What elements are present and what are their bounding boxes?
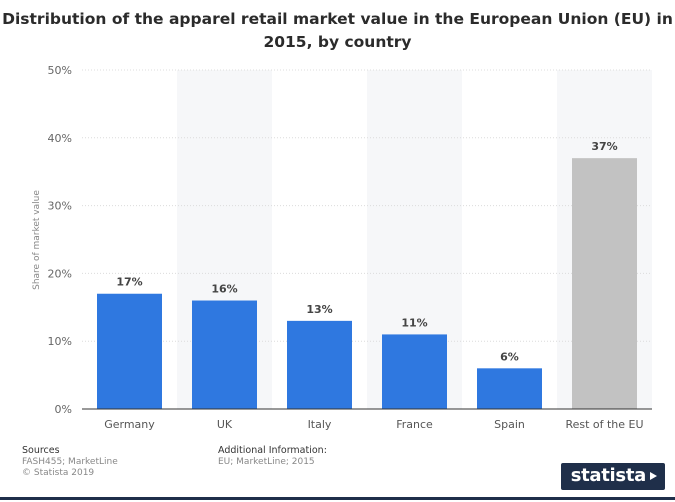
bottom-rule <box>0 497 675 500</box>
data-label: 11% <box>401 316 427 329</box>
bar <box>572 158 637 409</box>
y-axis-title: Share of market value <box>32 190 42 290</box>
bar <box>97 293 162 409</box>
y-tick-label: 10% <box>48 335 72 348</box>
additional-info-block: Additional Information: EU; MarketLine; … <box>218 445 327 468</box>
bar <box>287 320 352 409</box>
arrow-icon <box>650 471 657 480</box>
additional-info-line: EU; MarketLine; 2015 <box>218 457 315 467</box>
data-label: 17% <box>116 276 142 289</box>
copyright-line: © Statista 2019 <box>22 468 95 478</box>
data-label: 13% <box>306 303 332 316</box>
bar-chart: Share of market value 0% 10% 20% 30% 40% 50% 1… <box>32 64 652 431</box>
x-tick-label: Germany <box>104 418 155 431</box>
x-tick-label: UK <box>217 418 233 431</box>
statista-logo[interactable]: statista <box>560 462 665 490</box>
data-label: 16% <box>211 283 237 296</box>
x-tick-label: Rest of the EU <box>565 418 643 431</box>
y-tick-label: 30% <box>48 200 72 213</box>
sources-block: Sources FASH455; MarketLine © Statista 2… <box>22 445 118 479</box>
x-tick-label: Spain <box>494 418 525 431</box>
bar <box>477 368 542 409</box>
sources-title: Sources <box>22 445 60 456</box>
statista-wordmark: statista <box>560 462 665 490</box>
data-label: 37% <box>591 140 617 153</box>
additional-info-title: Additional Information: <box>218 445 327 456</box>
y-tick-label: 0% <box>55 403 72 416</box>
y-tick-label: 40% <box>48 132 72 145</box>
x-tick-label: Italy <box>308 418 332 431</box>
brand-name: statista <box>570 464 647 486</box>
sources-line: FASH455; MarketLine <box>22 457 118 467</box>
data-label: 6% <box>500 350 519 363</box>
x-tick-label: France <box>396 418 433 431</box>
y-tick-label: 50% <box>48 64 72 77</box>
y-tick-label: 20% <box>48 267 72 280</box>
bar <box>192 300 257 409</box>
chart-title: Distribution of the apparel retail marke… <box>2 10 673 51</box>
bar <box>382 334 447 409</box>
